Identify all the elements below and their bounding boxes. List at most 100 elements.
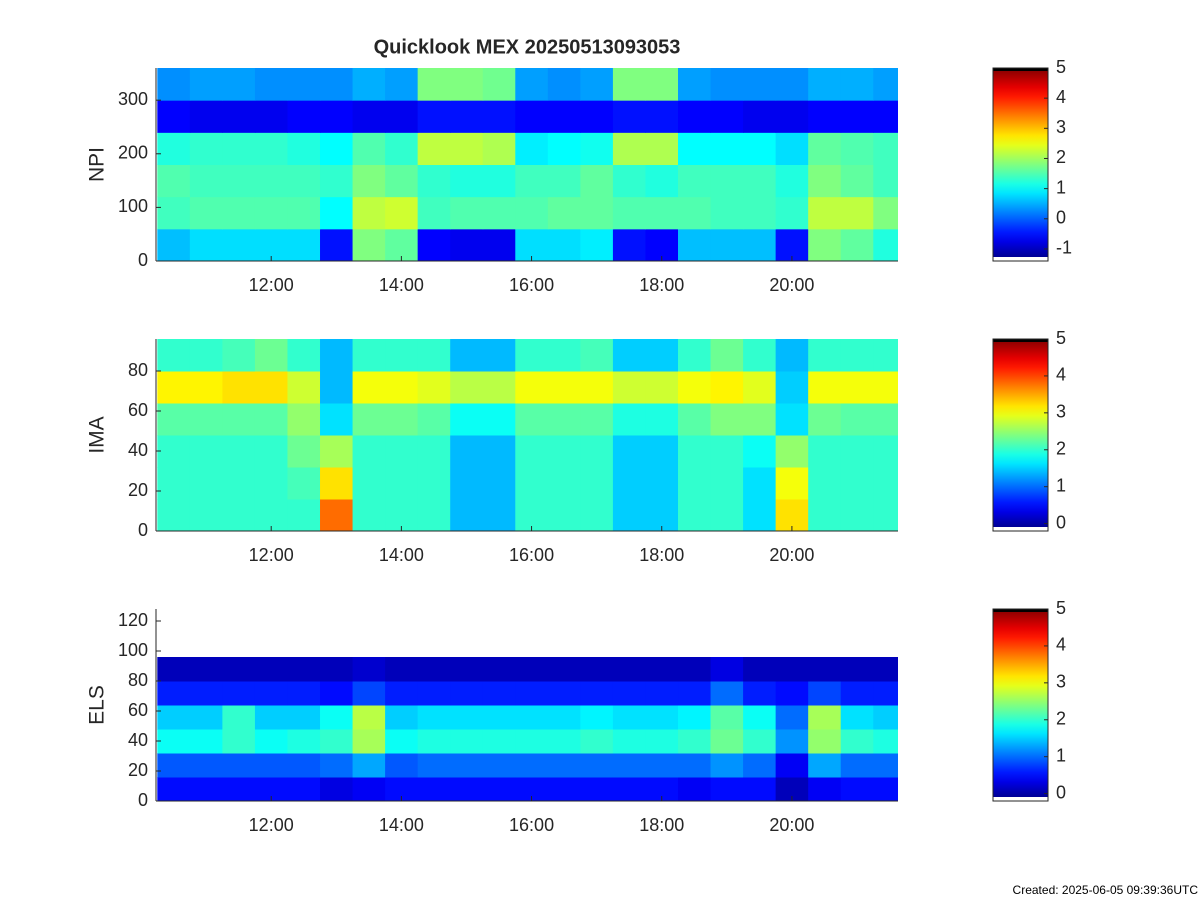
heatmap-cell bbox=[808, 777, 842, 801]
heatmap-cell bbox=[873, 371, 898, 404]
colorbar-tick-label: 1 bbox=[1056, 177, 1066, 197]
heatmap-cell bbox=[873, 753, 898, 778]
colorbar-tick-label: 4 bbox=[1056, 87, 1066, 107]
heatmap-cell bbox=[157, 753, 191, 778]
heatmap-cell bbox=[840, 228, 874, 261]
heatmap-cell bbox=[710, 100, 744, 133]
heatmap-cell bbox=[580, 729, 614, 754]
heatmap-cell bbox=[808, 100, 842, 133]
heatmap-cell bbox=[450, 705, 484, 730]
heatmap-cell bbox=[417, 196, 451, 230]
heatmap-cell bbox=[417, 777, 451, 801]
heatmap-cell bbox=[743, 228, 777, 261]
heatmap-cell bbox=[808, 228, 842, 261]
x-tick-label: 20:00 bbox=[769, 275, 814, 295]
heatmap-cell bbox=[320, 729, 354, 754]
heatmap-cell bbox=[547, 68, 581, 101]
heatmap-cell bbox=[645, 435, 679, 468]
heatmap-cell bbox=[222, 371, 256, 404]
heatmap-cell bbox=[254, 729, 288, 754]
heatmap-cell bbox=[222, 435, 256, 468]
heatmap-cell bbox=[352, 228, 386, 261]
heatmap-cell bbox=[710, 371, 744, 404]
heatmap-cell bbox=[645, 403, 679, 436]
y-tick-label: 40 bbox=[128, 440, 148, 460]
heatmap-cell bbox=[743, 403, 777, 436]
heatmap-cell bbox=[287, 164, 321, 198]
colorbar-tick-label: 0 bbox=[1056, 782, 1066, 802]
heatmap-cell bbox=[515, 499, 549, 531]
heatmap-cell bbox=[287, 705, 321, 730]
heatmap-cell bbox=[352, 132, 386, 165]
x-tick-label: 18:00 bbox=[639, 815, 684, 835]
heatmap-cell bbox=[547, 657, 581, 682]
heatmap-cell bbox=[189, 68, 223, 101]
heatmap-cell bbox=[320, 196, 354, 230]
created-note: Created: 2025-06-05 09:39:36UTC bbox=[1013, 883, 1199, 897]
heatmap-cell bbox=[287, 729, 321, 754]
heatmap-cell bbox=[678, 403, 712, 436]
heatmap-cell bbox=[873, 777, 898, 801]
colorbar bbox=[993, 609, 1048, 801]
colorbar-bottom bbox=[993, 257, 1048, 261]
heatmap-cell bbox=[515, 681, 549, 706]
heatmap-cell bbox=[450, 164, 484, 198]
heatmap-cell bbox=[482, 100, 516, 133]
heatmap-cell bbox=[157, 132, 191, 165]
y-tick-label: 0 bbox=[138, 250, 148, 270]
heatmap-cell bbox=[450, 228, 484, 261]
heatmap-cell bbox=[873, 681, 898, 706]
heatmap-cell bbox=[808, 657, 842, 682]
heatmap-cell bbox=[417, 705, 451, 730]
heatmap-cell bbox=[352, 467, 386, 500]
y-tick-label: 80 bbox=[128, 670, 148, 690]
heatmap-cell bbox=[254, 403, 288, 436]
heatmap-cell bbox=[840, 499, 874, 531]
heatmap-cell bbox=[775, 132, 809, 165]
heatmap-cell bbox=[450, 371, 484, 404]
heatmap-cell bbox=[189, 339, 223, 372]
heatmap-cell bbox=[450, 339, 484, 372]
heatmap-cell bbox=[352, 705, 386, 730]
y-tick-label: 60 bbox=[128, 700, 148, 720]
heatmap-cell bbox=[710, 753, 744, 778]
heatmap-cell bbox=[547, 164, 581, 198]
heatmap-cell bbox=[678, 657, 712, 682]
heatmap-cell bbox=[287, 435, 321, 468]
y-tick-label: 200 bbox=[118, 143, 148, 163]
heatmap-cell bbox=[580, 435, 614, 468]
heatmap-cell bbox=[157, 196, 191, 230]
heatmap-cell bbox=[840, 100, 874, 133]
heatmap-cell bbox=[352, 435, 386, 468]
heatmap-cell bbox=[417, 435, 451, 468]
heatmap-cell bbox=[678, 339, 712, 372]
heatmap-cell bbox=[320, 339, 354, 372]
heatmap-cell bbox=[873, 499, 898, 531]
heatmap-cell bbox=[352, 729, 386, 754]
heatmap-cell bbox=[775, 705, 809, 730]
heatmap-cell bbox=[222, 657, 256, 682]
heatmap-cell bbox=[450, 681, 484, 706]
heatmap-cell bbox=[710, 681, 744, 706]
heatmap-cell bbox=[417, 467, 451, 500]
heatmap-cell bbox=[189, 777, 223, 801]
colorbar-top bbox=[993, 68, 1048, 71]
heatmap-cell bbox=[743, 164, 777, 198]
heatmap-cell bbox=[678, 729, 712, 754]
x-tick-label: 12:00 bbox=[249, 275, 294, 295]
colorbar-tick-label: 2 bbox=[1056, 709, 1066, 729]
heatmap-cell bbox=[710, 435, 744, 468]
heatmap-cell bbox=[482, 753, 516, 778]
heatmap-cell bbox=[320, 164, 354, 198]
heatmap-cell bbox=[612, 132, 646, 165]
heatmap-cell bbox=[547, 753, 581, 778]
y-tick-label: 40 bbox=[128, 730, 148, 750]
heatmap-cell bbox=[352, 657, 386, 682]
heatmap-cell bbox=[775, 196, 809, 230]
heatmap-cell bbox=[580, 705, 614, 730]
y-axis-label: NPI bbox=[86, 147, 109, 182]
heatmap-cell bbox=[547, 435, 581, 468]
heatmap-cell bbox=[840, 681, 874, 706]
heatmap-cell bbox=[710, 164, 744, 198]
y-tick-label: 20 bbox=[128, 480, 148, 500]
